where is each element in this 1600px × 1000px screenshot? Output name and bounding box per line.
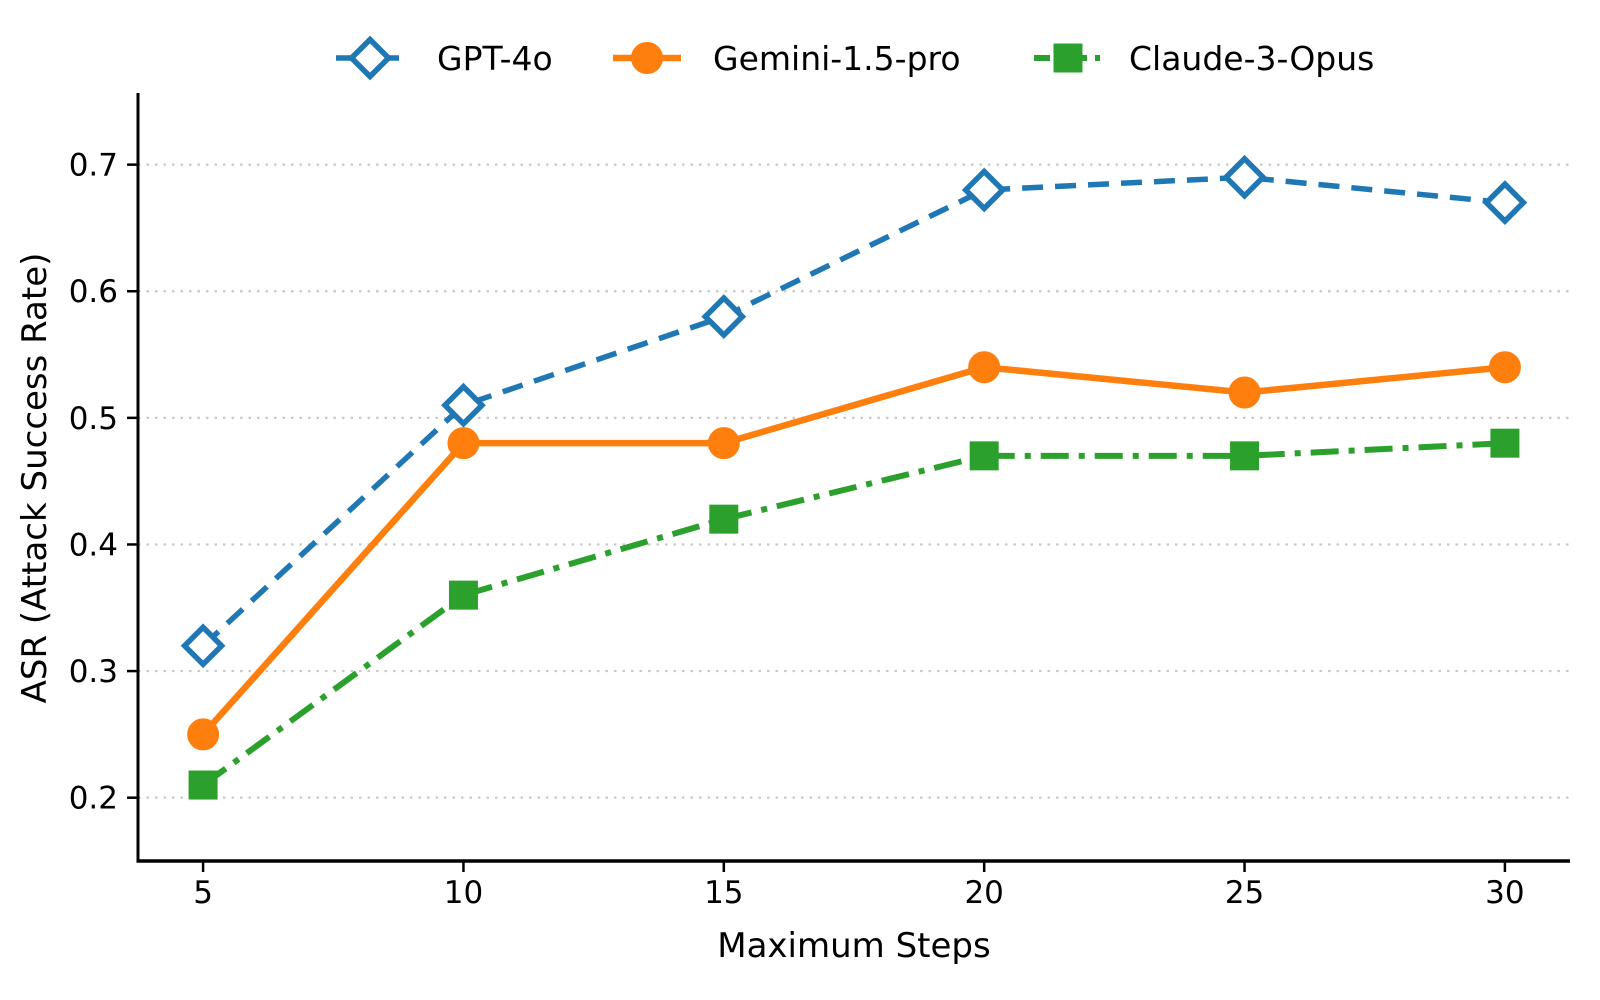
y-tick-label-0.2: 0.2 xyxy=(69,781,118,817)
y-tick-label-0.6: 0.6 xyxy=(69,274,118,310)
y-axis-label: ASR (Attack Success Rate) xyxy=(15,253,55,704)
marker-circle-gemini-1-5-pro-30 xyxy=(1488,351,1521,384)
series-gemini-1-5-pro xyxy=(187,351,1521,751)
marker-diamond-gpt-4o-30 xyxy=(1482,180,1528,226)
legend: GPT-4o Gemini-1.5-pro Claude-3-Opus xyxy=(336,35,1374,81)
marker-square-claude-3-opus-30 xyxy=(1490,428,1520,458)
series-line-claude-3-opus xyxy=(201,440,1506,788)
marker-square-claude-3-opus-5 xyxy=(188,770,218,800)
marker-diamond-gpt-4o-25 xyxy=(1222,154,1267,200)
y-tick-label-0.5: 0.5 xyxy=(69,401,118,437)
legend-label-gpt-4o: GPT-4o xyxy=(437,39,553,78)
y-tick-label-0.7: 0.7 xyxy=(69,148,118,184)
y-tick-label-0.4: 0.4 xyxy=(69,527,118,563)
marker-diamond-gpt-4o-15 xyxy=(701,294,747,339)
marker-diamond-gpt-4o-20 xyxy=(961,167,1007,213)
marker-diamond-legend-gpt-4o xyxy=(347,35,393,81)
legend-label-claude-3-opus: Claude-3-Opus xyxy=(1129,39,1374,78)
marker-circle-gemini-1-5-pro-15 xyxy=(707,427,740,460)
marker-square-claude-3-opus-10 xyxy=(448,580,478,610)
x-tick-label-10: 10 xyxy=(444,875,483,911)
marker-circle-gemini-1-5-pro-10 xyxy=(447,427,480,460)
x-axis-label: Maximum Steps xyxy=(717,926,990,966)
marker-circle-gemini-1-5-pro-25 xyxy=(1228,376,1261,409)
series-line-gemini-1-5-pro xyxy=(200,363,1506,737)
marker-diamond-gpt-4o-10 xyxy=(441,382,486,428)
legend-item-claude-3-opus: Claude-3-Opus xyxy=(1034,39,1374,78)
marker-circle-gemini-1-5-pro-5 xyxy=(187,718,220,751)
legend-item-gemini-1-5-pro: Gemini-1.5-pro xyxy=(613,39,961,78)
marker-square-claude-3-opus-25 xyxy=(1230,441,1260,471)
marker-circle-legend-gemini-1-5-pro xyxy=(631,42,663,74)
marker-circle-gemini-1-5-pro-20 xyxy=(968,351,1001,384)
marker-square-claude-3-opus-15 xyxy=(709,504,739,534)
x-tick-label-30: 30 xyxy=(1485,875,1524,911)
y-tick-label-0.3: 0.3 xyxy=(69,654,118,690)
series-line-gpt-4o xyxy=(201,174,1506,648)
legend-item-gpt-4o: GPT-4o xyxy=(336,35,553,81)
x-tick-label-25: 25 xyxy=(1225,875,1264,911)
marker-square-claude-3-opus-20 xyxy=(969,441,999,471)
marker-square-legend-claude-3-opus xyxy=(1053,43,1083,73)
x-tick-label-5: 5 xyxy=(193,875,213,911)
legend-label-gemini-1-5-pro: Gemini-1.5-pro xyxy=(713,39,961,78)
x-tick-label-15: 15 xyxy=(704,875,743,911)
series-gpt-4o xyxy=(180,154,1528,669)
marker-diamond-gpt-4o-5 xyxy=(180,623,226,669)
series-claude-3-opus xyxy=(188,428,1520,800)
x-tick-label-20: 20 xyxy=(964,875,1003,911)
